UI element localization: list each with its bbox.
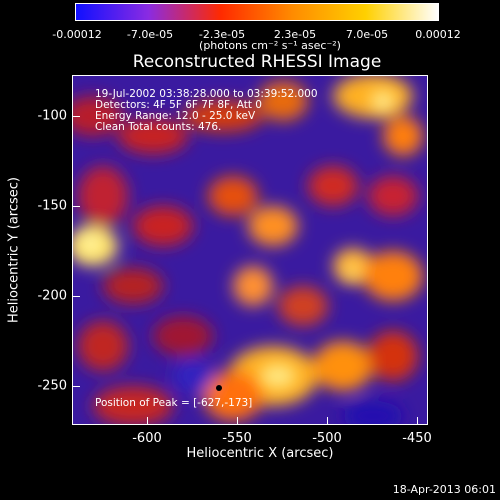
x-tick-mark <box>417 417 418 425</box>
annotation-method: Clean Total counts: 476. <box>95 121 222 133</box>
y-axis-label: Heliocentric Y (arcsec) <box>6 177 22 323</box>
y-tick-label: -250 <box>37 378 67 394</box>
x-tick-label: -600 <box>132 431 162 446</box>
annotation-peak: Position of Peak = [-627,-173] <box>95 397 253 409</box>
x-tick-mark <box>147 417 148 425</box>
y-tick-mark <box>72 386 80 387</box>
peak-marker <box>216 385 222 391</box>
colorbar-tick: -0.00012 <box>52 28 102 41</box>
colorbar-tick: 0.00012 <box>415 28 461 41</box>
y-tick-label: -100 <box>37 108 67 124</box>
heatmap-image <box>73 76 427 424</box>
plot-title: Reconstructed RHESSI Image <box>132 52 382 72</box>
annotation-detectors: Detectors: 4F 5F 6F 7F 8F, Att 0 <box>95 99 262 111</box>
colorbar-tick: 2.3e-05 <box>273 28 317 41</box>
colorbar-tick: 7.0e-05 <box>345 28 389 41</box>
y-tick-label: -150 <box>37 198 67 214</box>
timestamp: 18-Apr-2013 06:01 <box>392 483 496 496</box>
annotation-energy: Energy Range: 12.0 - 25.0 keV <box>95 110 256 122</box>
y-tick-mark <box>72 296 80 297</box>
annotation-time-range: 19-Jul-2002 03:38:28.000 to 03:39:52.000 <box>95 88 318 100</box>
y-tick-label: -200 <box>37 288 67 304</box>
y-tick-mark <box>72 116 80 117</box>
x-tick-mark <box>327 417 328 425</box>
colorbar-tick: -7.0e-05 <box>126 28 174 41</box>
colorbar <box>75 3 439 21</box>
colorbar-units: (photons cm⁻² s⁻¹ asec⁻²) <box>199 39 341 52</box>
x-tick-label: -500 <box>312 431 342 446</box>
x-tick-mark <box>237 417 238 425</box>
x-axis-label: Heliocentric X (arcsec) <box>186 446 334 461</box>
image-plot <box>72 75 428 425</box>
y-tick-mark <box>72 206 80 207</box>
x-tick-label: -550 <box>222 431 252 446</box>
colorbar-tick: -2.3e-05 <box>198 28 246 41</box>
x-tick-label: -450 <box>402 431 432 446</box>
